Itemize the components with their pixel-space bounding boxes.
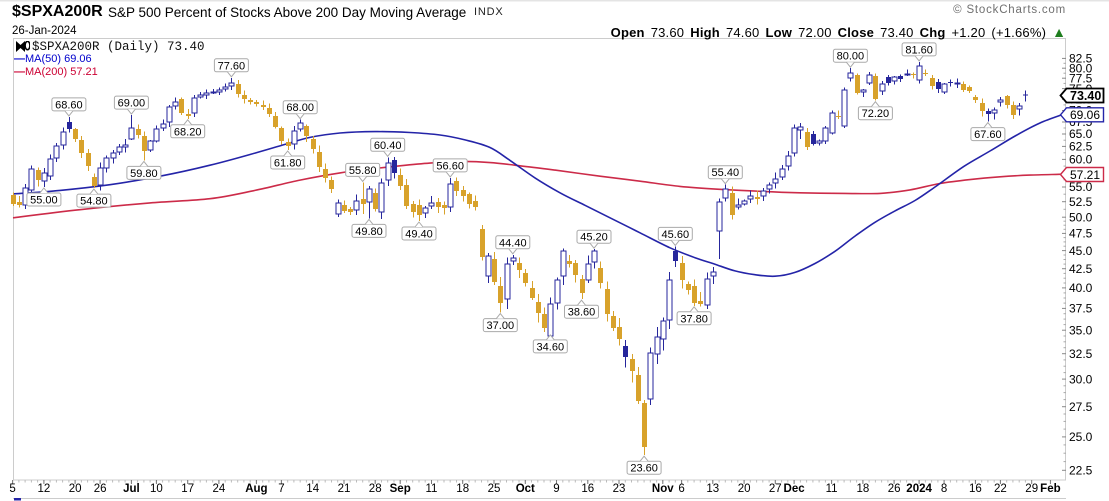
svg-text:13: 13 (706, 483, 719, 495)
svg-text:Jul: Jul (123, 483, 140, 495)
svg-text:29: 29 (1025, 483, 1038, 495)
svg-text:45.0: 45.0 (1069, 244, 1093, 258)
svg-text:18: 18 (456, 483, 469, 495)
svg-text:26: 26 (888, 483, 901, 495)
svg-text:69.00: 69.00 (118, 98, 146, 110)
svg-text:45.20: 45.20 (580, 232, 608, 244)
svg-text:82.5: 82.5 (1069, 52, 1093, 66)
svg-text:52.5: 52.5 (1069, 195, 1093, 209)
svg-text:Feb: Feb (1040, 483, 1060, 495)
svg-text:21: 21 (338, 483, 351, 495)
svg-text:42.5: 42.5 (1069, 262, 1093, 276)
svg-text:37.00: 37.00 (487, 320, 515, 332)
svg-text:72.20: 72.20 (862, 108, 890, 120)
svg-text:38.60: 38.60 (568, 307, 596, 319)
svg-text:16: 16 (969, 483, 982, 495)
svg-text:81.60: 81.60 (905, 44, 933, 56)
svg-text:18: 18 (857, 483, 870, 495)
svg-text:14: 14 (306, 483, 319, 495)
svg-text:26: 26 (94, 483, 107, 495)
svg-text:23.60: 23.60 (630, 463, 658, 475)
svg-text:49.80: 49.80 (355, 226, 383, 238)
svg-text:50.0: 50.0 (1069, 210, 1093, 224)
svg-text:61.80: 61.80 (274, 158, 302, 170)
svg-text:35.0: 35.0 (1069, 323, 1093, 337)
svg-text:25.0: 25.0 (1069, 430, 1093, 444)
svg-text:12: 12 (38, 483, 51, 495)
svg-text:65.0: 65.0 (1069, 127, 1093, 141)
svg-text:40.0: 40.0 (1069, 281, 1093, 295)
svg-text:68.60: 68.60 (55, 99, 83, 111)
svg-text:27: 27 (769, 483, 782, 495)
svg-text:6: 6 (678, 483, 684, 495)
svg-text:55.0: 55.0 (1069, 180, 1093, 194)
svg-text:57.21: 57.21 (1070, 168, 1100, 182)
svg-text:60.0: 60.0 (1069, 153, 1093, 167)
svg-text:22.5: 22.5 (1069, 464, 1093, 478)
svg-text:55.00: 55.00 (30, 195, 58, 207)
svg-text:30.0: 30.0 (1069, 372, 1093, 386)
svg-text:28: 28 (369, 483, 382, 495)
svg-text:Sep: Sep (390, 483, 411, 495)
svg-text:49.40: 49.40 (405, 229, 433, 241)
svg-text:27.5: 27.5 (1069, 400, 1093, 414)
svg-text:Dec: Dec (784, 483, 806, 495)
svg-text:Aug: Aug (245, 483, 267, 495)
svg-text:37.5: 37.5 (1069, 302, 1093, 316)
svg-text:55.40: 55.40 (712, 167, 740, 179)
svg-text:34.60: 34.60 (537, 341, 565, 353)
svg-text:45.60: 45.60 (662, 229, 690, 241)
svg-text:54.80: 54.80 (80, 196, 108, 208)
svg-text:69.06: 69.06 (1070, 108, 1100, 122)
svg-text:16: 16 (581, 483, 594, 495)
svg-text:80.0: 80.0 (1069, 61, 1093, 75)
svg-text:77.5: 77.5 (1069, 71, 1093, 85)
svg-text:2024: 2024 (906, 483, 932, 495)
svg-text:25: 25 (488, 483, 501, 495)
svg-text:23: 23 (613, 483, 626, 495)
svg-text:Nov: Nov (652, 483, 674, 495)
svg-text:44.40: 44.40 (499, 237, 527, 249)
svg-text:77.60: 77.60 (218, 60, 246, 72)
svg-text:9: 9 (553, 483, 559, 495)
svg-text:10: 10 (150, 483, 163, 495)
svg-text:22: 22 (994, 483, 1007, 495)
svg-text:56.60: 56.60 (436, 160, 464, 172)
svg-text:37.80: 37.80 (680, 313, 708, 325)
svg-text:Oct: Oct (516, 483, 535, 495)
svg-text:60.40: 60.40 (374, 140, 402, 152)
svg-text:20: 20 (738, 483, 751, 495)
svg-text:59.80: 59.80 (130, 168, 158, 180)
svg-text:47.5: 47.5 (1069, 227, 1093, 241)
svg-text:20: 20 (69, 483, 82, 495)
svg-text:67.60: 67.60 (974, 129, 1002, 141)
svg-text:55.80: 55.80 (349, 165, 377, 177)
svg-text:73.40: 73.40 (1070, 89, 1101, 103)
svg-text:68.00: 68.00 (286, 102, 314, 114)
svg-text:11: 11 (426, 483, 438, 495)
svg-text:62.5: 62.5 (1069, 140, 1093, 154)
svg-text:5: 5 (9, 483, 15, 495)
svg-text:8: 8 (941, 483, 947, 495)
svg-text:80.00: 80.00 (837, 51, 865, 63)
svg-text:17: 17 (181, 483, 194, 495)
svg-text:68.20: 68.20 (174, 126, 202, 138)
svg-text:24: 24 (213, 483, 226, 495)
svg-text:7: 7 (278, 483, 284, 495)
svg-text:32.5: 32.5 (1069, 347, 1093, 361)
svg-text:11: 11 (826, 483, 838, 495)
